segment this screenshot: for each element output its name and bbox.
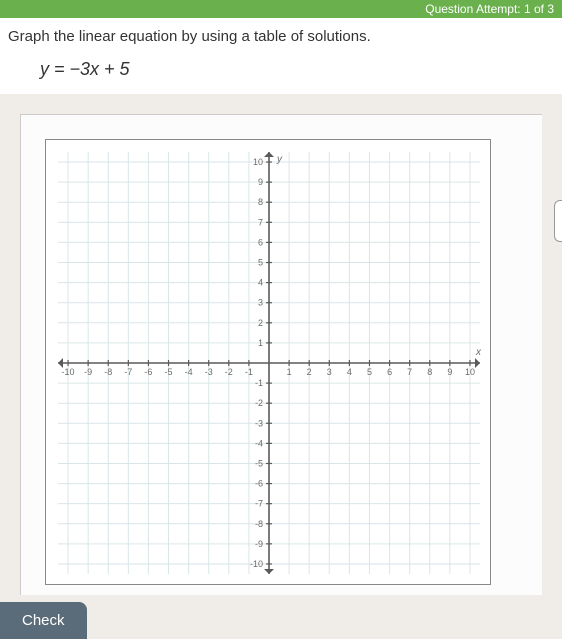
svg-text:-9: -9: [255, 539, 263, 549]
side-tool-stub[interactable]: [554, 200, 562, 242]
svg-text:-1: -1: [245, 367, 253, 377]
svg-text:-7: -7: [255, 499, 263, 509]
svg-text:5: 5: [258, 258, 263, 268]
svg-text:-6: -6: [144, 367, 152, 377]
svg-text:-10: -10: [62, 367, 75, 377]
svg-text:y: y: [276, 154, 283, 165]
svg-text:10: 10: [465, 367, 475, 377]
svg-text:-4: -4: [255, 438, 263, 448]
svg-text:-5: -5: [255, 458, 263, 468]
svg-text:3: 3: [258, 298, 263, 308]
svg-text:4: 4: [347, 367, 352, 377]
header-bar: Question Attempt: 1 of 3: [0, 0, 562, 18]
svg-text:-3: -3: [255, 418, 263, 428]
check-button[interactable]: Check: [0, 602, 87, 639]
svg-text:1: 1: [287, 367, 292, 377]
svg-text:-9: -9: [84, 367, 92, 377]
svg-text:3: 3: [327, 367, 332, 377]
svg-text:-3: -3: [205, 367, 213, 377]
svg-text:-2: -2: [225, 367, 233, 377]
svg-text:8: 8: [258, 197, 263, 207]
svg-text:-10: -10: [250, 559, 263, 569]
svg-text:x: x: [475, 347, 482, 358]
svg-text:9: 9: [258, 177, 263, 187]
svg-text:8: 8: [427, 367, 432, 377]
svg-text:-8: -8: [255, 519, 263, 529]
svg-text:-6: -6: [255, 479, 263, 489]
svg-text:6: 6: [387, 367, 392, 377]
svg-text:1: 1: [258, 338, 263, 348]
svg-text:7: 7: [258, 217, 263, 227]
question-area: Graph the linear equation by using a tab…: [0, 18, 562, 94]
svg-text:-2: -2: [255, 398, 263, 408]
svg-text:-8: -8: [104, 367, 112, 377]
svg-text:4: 4: [258, 278, 263, 288]
check-button-label: Check: [22, 612, 65, 629]
graph-panel: -10 -9 -8 -7 -6 -5 -4 -3 -2 -1 1 2 3 4 5 6 7 8 9 10 1 2 3 4 5 6 7 8…: [20, 114, 542, 595]
question-equation: y = −3x + 5: [8, 55, 554, 84]
svg-text:7: 7: [407, 367, 412, 377]
coordinate-grid[interactable]: -10 -9 -8 -7 -6 -5 -4 -3 -2 -1 1 2 3 4 5 6 7 8 9 10 1 2 3 4 5 6 7 8…: [45, 139, 491, 585]
svg-text:2: 2: [307, 367, 312, 377]
svg-text:9: 9: [447, 367, 452, 377]
grid-svg: -10 -9 -8 -7 -6 -5 -4 -3 -2 -1 1 2 3 4 5 6 7 8 9 10 1 2 3 4 5 6 7 8…: [46, 140, 492, 586]
svg-text:6: 6: [258, 237, 263, 247]
svg-text:-1: -1: [255, 378, 263, 388]
svg-text:2: 2: [258, 318, 263, 328]
svg-text:10: 10: [253, 157, 263, 167]
question-prompt: Graph the linear equation by using a tab…: [8, 28, 554, 45]
svg-text:-4: -4: [185, 367, 193, 377]
attempt-text: Question Attempt: 1 of 3: [425, 2, 554, 16]
svg-text:-7: -7: [124, 367, 132, 377]
svg-text:5: 5: [367, 367, 372, 377]
svg-text:-5: -5: [165, 367, 173, 377]
